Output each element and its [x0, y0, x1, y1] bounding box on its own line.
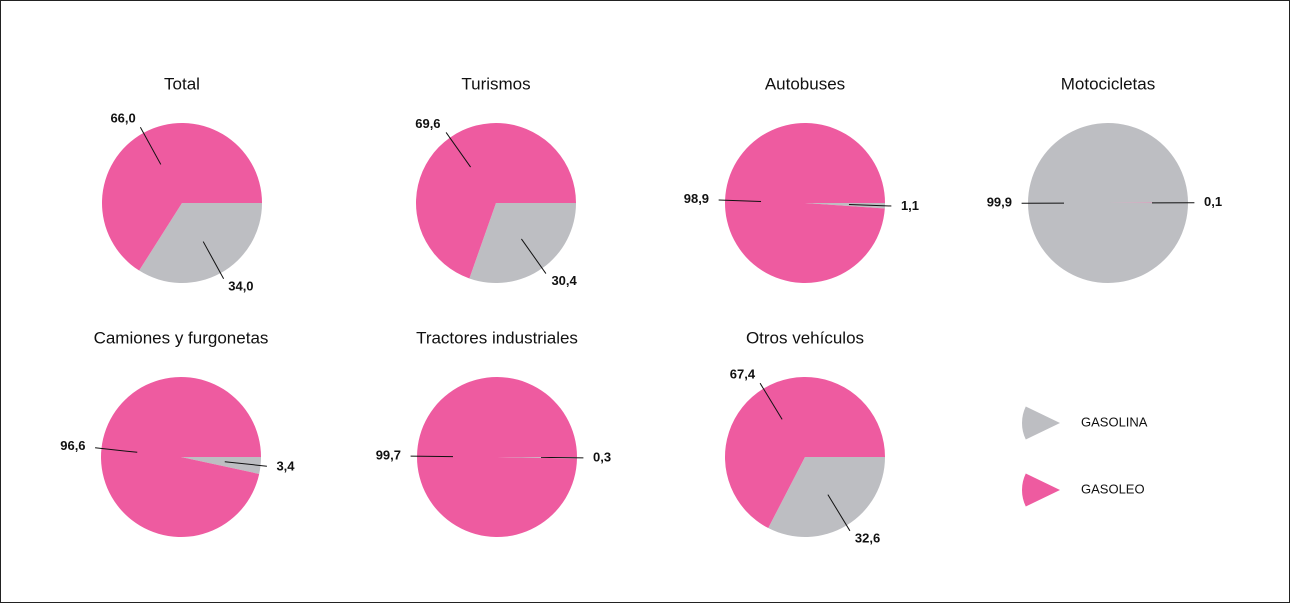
- value-label: 98,9: [684, 191, 709, 206]
- value-label: 67,4: [730, 366, 756, 381]
- value-label: 96,6: [60, 438, 85, 453]
- legend-label: GASOLEO: [1081, 481, 1145, 496]
- pie-title: Autobuses: [765, 74, 845, 93]
- leader-line: [202, 241, 225, 279]
- pie-slice: [139, 203, 262, 283]
- leader-line: [95, 447, 138, 453]
- pie-slice: [805, 203, 885, 209]
- pie-title: Total: [164, 74, 200, 93]
- value-label: 32,6: [855, 530, 880, 545]
- value-label: 0,3: [593, 449, 611, 464]
- pie-slice: [181, 457, 261, 474]
- pie-slice: [102, 123, 262, 271]
- value-label: 3,4: [276, 459, 295, 474]
- value-label: 34,0: [228, 279, 253, 294]
- leader-line: [445, 132, 471, 168]
- value-label: 66,0: [110, 110, 135, 125]
- pie-title: Motocicletas: [1061, 74, 1155, 93]
- pie-slice: [725, 377, 885, 529]
- leader-line: [139, 127, 162, 165]
- leader-line: [521, 238, 547, 274]
- pie-title: Otros vehículos: [746, 328, 864, 347]
- leader-line: [224, 461, 267, 467]
- pie-title: Tractores industriales: [416, 328, 578, 347]
- leader-line: [718, 199, 762, 202]
- pie-slice: [416, 376, 577, 537]
- leader-line: [848, 204, 892, 207]
- leader-line: [827, 494, 851, 532]
- pie-title: Camiones y furgonetas: [94, 328, 269, 347]
- legend-swatch: [1022, 406, 1060, 440]
- value-label: 30,4: [551, 273, 577, 288]
- pie-slice: [469, 203, 576, 283]
- pie-slice: [416, 122, 576, 279]
- pie-slice: [1028, 123, 1188, 284]
- pie-title: Turismos: [461, 74, 530, 93]
- value-label: 69,6: [415, 116, 440, 131]
- leader-line: [759, 382, 783, 420]
- pie-slice: [768, 457, 885, 537]
- pie-slice: [100, 377, 261, 537]
- value-label: 1,1: [901, 198, 919, 213]
- legend-swatch: [1022, 473, 1060, 507]
- legend-label: GASOLINA: [1081, 414, 1148, 429]
- value-label: 99,9: [987, 195, 1012, 210]
- value-label: 0,1: [1204, 194, 1222, 209]
- value-label: 99,7: [376, 448, 401, 463]
- pie-slice: [725, 123, 885, 284]
